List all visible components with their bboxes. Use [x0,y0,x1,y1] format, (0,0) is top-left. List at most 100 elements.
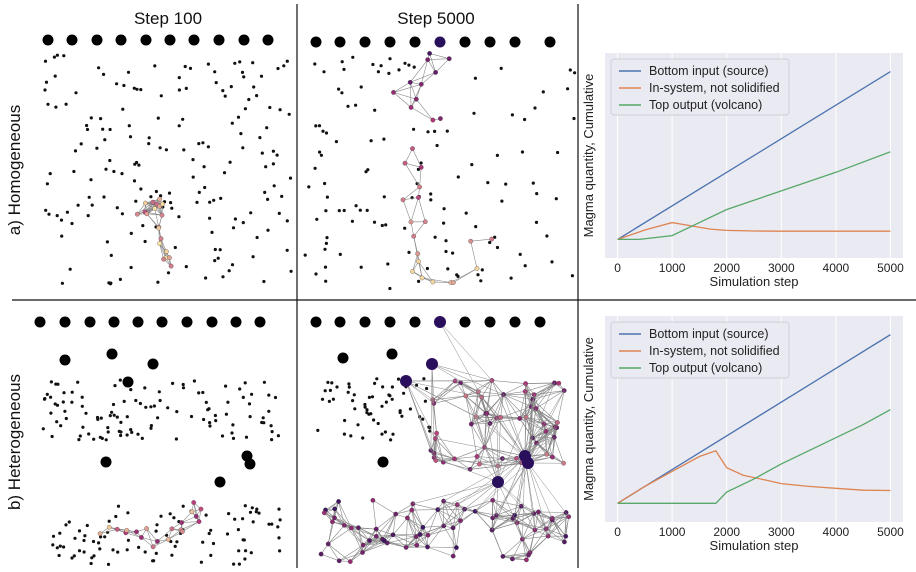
magma-edge [405,380,482,398]
magma-edge [405,380,477,418]
rock-node [313,166,317,170]
magma-node [144,211,150,217]
surface-node [359,316,371,328]
rock-node [486,181,490,185]
magma-edge [144,198,160,213]
magma-edge [431,363,504,395]
rock-node [231,226,236,230]
rock-node [118,378,122,382]
rock-node [105,240,109,244]
series-line-insystem [617,221,891,241]
rock-node [278,518,282,522]
magma-edge [491,380,529,464]
rock-node [202,417,206,422]
magma-node [416,195,421,200]
magma-node [522,389,528,394]
magma-edge [551,518,567,537]
magma-edge [434,457,455,460]
rock-node [65,210,69,214]
rock-node [103,138,107,142]
rock-node [372,418,376,422]
magma-edge [538,511,567,513]
rock-node [175,540,179,544]
rock-node [85,123,89,128]
rock-node [119,420,123,424]
magma-node [332,506,338,512]
magma-node [336,499,341,504]
magma-edge [419,167,422,187]
legend-label-source: Bottom input (source) [649,64,769,78]
rock-node [97,66,101,70]
rock-node [288,176,293,180]
magma-edge [405,536,417,548]
x-tick-label: 4000 [823,525,850,539]
magma-edge [435,460,529,464]
rock-node [285,248,289,252]
rock-node [379,64,383,68]
magma-edge [434,457,499,483]
magma-edge [387,536,417,544]
magma-node [440,459,446,465]
magma-edge [393,92,417,100]
rock-node [143,239,147,244]
rock-node [134,398,138,403]
surface-node [206,316,218,328]
rock-node [97,541,101,545]
row-label-homogeneous: a) Homogeneous [5,105,24,235]
rock-node [154,189,158,194]
rock-node [184,265,188,269]
rock-node [70,390,74,394]
rock-node [159,514,163,518]
magma-edge [471,391,479,425]
magma-node [413,96,419,102]
surface-node [91,34,103,46]
rock-node [210,230,214,234]
rock-node [442,221,446,225]
magma-edge [362,536,377,553]
surface-node [334,316,346,328]
rock-node [433,235,437,239]
rock-node [263,190,267,194]
magma-edge [350,552,363,562]
rock-node [396,377,401,381]
rock-node [111,402,116,407]
magma-edge [412,481,499,505]
magma-edge [476,456,499,467]
magma-edge [457,455,526,505]
rock-node [166,271,171,275]
rock-node [318,150,322,154]
magma-node [157,196,162,202]
rock-node [464,211,468,215]
magma-edge [416,534,429,546]
magma-edge [443,500,454,529]
x-tick-label: 2000 [713,261,740,275]
rock-node [251,520,255,524]
magma-node [347,559,353,564]
magma-edge [419,534,428,548]
magma-edge [443,520,461,527]
magma-node [373,526,379,532]
magma-edge [402,197,419,201]
rock-node [158,398,162,403]
magma-node [408,105,414,110]
rock-node [55,214,59,218]
magma-node [417,184,422,190]
large-rock-node [214,476,226,488]
rock-node [129,231,133,235]
rock-node [400,414,404,418]
large-magma-node [400,375,412,387]
rock-node [111,548,115,552]
magma-edge [496,417,526,457]
surface-node [254,316,266,328]
magma-node [474,266,480,271]
rock-node [112,413,116,417]
magma-edge [429,53,436,73]
magma-edge [492,499,514,519]
magma-node [425,57,431,63]
magma-edges [430,380,565,470]
magma-edge [517,522,547,530]
magma-node [97,531,103,536]
rock-node [266,197,270,201]
surface-node [534,316,546,328]
magma-edge [433,403,437,434]
